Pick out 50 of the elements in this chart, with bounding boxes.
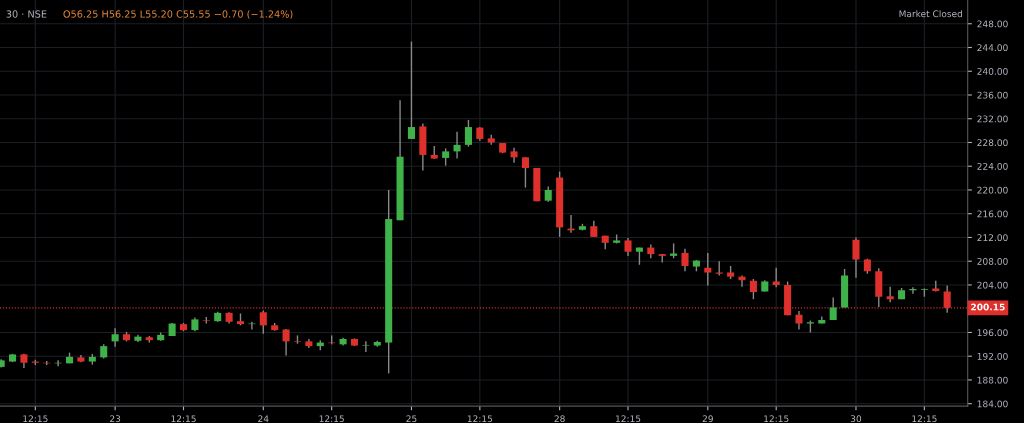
candlestick bbox=[259, 309, 267, 335]
x-tick-label: 12:15 bbox=[23, 415, 48, 423]
candlestick bbox=[704, 252, 712, 287]
candlestick bbox=[111, 327, 119, 348]
y-tick-label: 208.00 bbox=[977, 257, 1008, 265]
y-tick-label: 216.00 bbox=[977, 210, 1008, 218]
x-tick-label: 23 bbox=[110, 415, 121, 423]
text: 30 · NSE bbox=[6, 10, 47, 18]
x-tick-label: 12:15 bbox=[912, 415, 937, 423]
x-tick-label: 25 bbox=[406, 415, 417, 423]
x-tick-label: 12:15 bbox=[616, 415, 641, 423]
y-tick-label: 220.00 bbox=[977, 186, 1008, 194]
candlestick bbox=[453, 131, 461, 160]
x-tick-label: 12:15 bbox=[319, 415, 344, 423]
candlestick bbox=[772, 267, 780, 289]
y-tick-label: 248.00 bbox=[977, 20, 1008, 28]
candlestick bbox=[362, 340, 370, 353]
candlestick bbox=[282, 328, 290, 357]
candlestick bbox=[749, 278, 757, 300]
y-tick-label: 204.00 bbox=[977, 281, 1008, 289]
y-tick-label: 196.00 bbox=[977, 329, 1008, 337]
x-tick-label: 12:15 bbox=[764, 415, 789, 423]
candlestick bbox=[738, 274, 746, 288]
y-tick-label: 188.00 bbox=[977, 376, 1008, 384]
candlestick bbox=[909, 286, 917, 295]
ref-line-label: 200.15 bbox=[971, 303, 1005, 311]
y-tick-label: 240.00 bbox=[977, 67, 1008, 75]
candlestick bbox=[521, 156, 529, 189]
candlestick bbox=[795, 310, 803, 331]
candlestick bbox=[407, 40, 415, 140]
y-tick-label: 228.00 bbox=[977, 139, 1008, 147]
x-tick-label: 29 bbox=[702, 415, 713, 423]
y-tick-label: 184.00 bbox=[977, 400, 1008, 408]
y-tick-label: 236.00 bbox=[977, 91, 1008, 99]
x-tick-label: 12:15 bbox=[171, 415, 196, 423]
x-tick-label: 28 bbox=[554, 415, 565, 423]
x-tick-label: 24 bbox=[258, 415, 269, 422]
x-tick-label: 30 bbox=[850, 415, 862, 423]
annotation: O56.25 H56.25 L55.20 C55.55 −0.70 (−1.24%) bbox=[63, 10, 293, 19]
candlestick bbox=[852, 236, 860, 279]
y-tick-label: 192.00 bbox=[977, 352, 1008, 360]
y-tick-label: 212.00 bbox=[977, 234, 1008, 242]
x-tick-label: 12:15 bbox=[467, 415, 493, 423]
y-tick-label: 232.00 bbox=[977, 115, 1008, 123]
annotation: Market Closed bbox=[899, 10, 963, 18]
candlestick bbox=[886, 286, 894, 303]
candlestick bbox=[464, 119, 472, 148]
y-tick-label: 224.00 bbox=[977, 162, 1008, 170]
y-tick-label: 244.00 bbox=[977, 44, 1008, 52]
candlestick bbox=[681, 248, 689, 273]
